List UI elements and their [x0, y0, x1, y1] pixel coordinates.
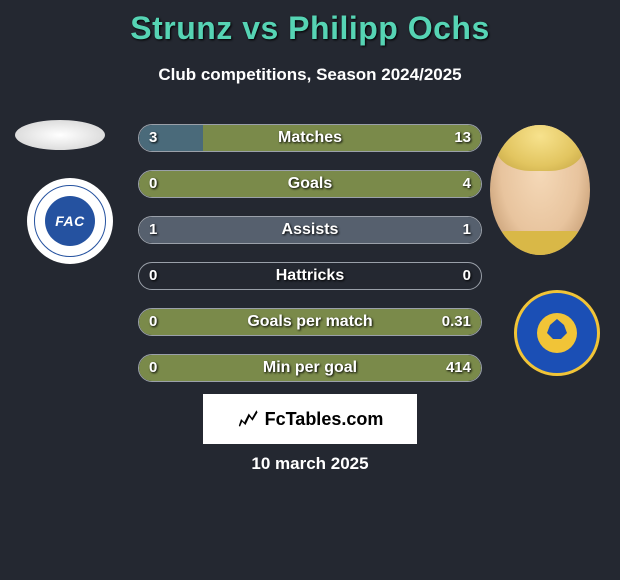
stat-row: 00.31Goals per match [138, 308, 482, 336]
club-right-inner [537, 313, 577, 353]
branding-text: FcTables.com [265, 409, 384, 430]
stats-panel: 313Matches 04Goals 11Assists 00Hattricks 00.… [138, 124, 482, 400]
branding-box: FcTables.com [203, 394, 417, 444]
comparison-date: 10 march 2025 [0, 454, 620, 474]
player-left-avatar [15, 120, 105, 150]
stat-label: Goals [139, 171, 481, 198]
comparison-title: Strunz vs Philipp Ochs [0, 0, 620, 47]
player-right-avatar [490, 125, 590, 255]
comparison-subtitle: Club competitions, Season 2024/2025 [0, 65, 620, 85]
branding-chart-icon [237, 408, 259, 430]
club-left-badge: FAC [27, 178, 113, 264]
stat-row: 313Matches [138, 124, 482, 152]
stat-row: 04Goals [138, 170, 482, 198]
stat-label: Matches [139, 125, 481, 152]
club-left-ring [34, 185, 106, 257]
stat-row: 00Hattricks [138, 262, 482, 290]
stat-row: 11Assists [138, 216, 482, 244]
stat-label: Min per goal [139, 355, 481, 382]
player-right-shirt [498, 231, 582, 255]
stat-label: Assists [139, 217, 481, 244]
club-right-figure-icon [547, 319, 567, 339]
stat-row: 0414Min per goal [138, 354, 482, 382]
stat-label: Goals per match [139, 309, 481, 336]
player-right-head [490, 125, 590, 255]
stat-label: Hattricks [139, 263, 481, 290]
club-right-badge [514, 290, 600, 376]
player-right-hair [496, 125, 584, 171]
